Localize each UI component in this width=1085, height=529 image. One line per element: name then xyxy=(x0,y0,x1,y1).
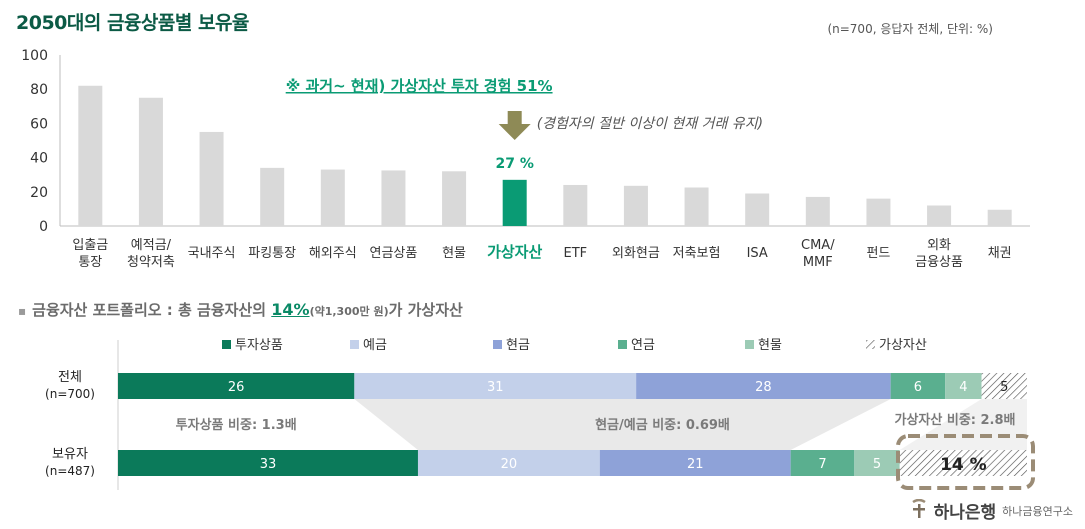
bar xyxy=(623,185,648,226)
bar xyxy=(78,85,103,226)
segment-label: 4 xyxy=(959,380,967,395)
bar xyxy=(927,205,952,226)
x-tick-label: 펀드 xyxy=(866,246,890,261)
bar xyxy=(260,167,285,226)
comparison-label: 가상자산 비중: 2.8배 xyxy=(895,412,1016,428)
logo-name: 하나은행 xyxy=(933,503,997,523)
x-tick-label: 외화현금 xyxy=(612,246,660,261)
bar xyxy=(320,169,345,226)
x-tick-label: 국내주식 xyxy=(188,246,236,261)
bar xyxy=(805,196,830,226)
x-tick-label: 가상자산 xyxy=(487,243,542,261)
bar xyxy=(381,170,406,226)
bar-segment xyxy=(354,373,637,399)
y-tick-label: 0 xyxy=(39,219,48,235)
bar-segment xyxy=(417,450,600,476)
legend-label: 투자상품 xyxy=(235,338,283,353)
bar xyxy=(563,184,588,226)
bar-segment xyxy=(899,450,1027,476)
y-tick-label: 20 xyxy=(30,185,48,201)
bar xyxy=(684,187,709,226)
annotation-text: ※ 과거~ 현재) 가상자산 투자 경험 51% xyxy=(286,77,553,95)
section-heading: ▪ 금융자산 포트폴리오 : 총 금융자산의 14%(약1,300만 원)가 가상… xyxy=(18,299,463,320)
section-bullet: ▪ xyxy=(18,304,27,318)
bar-segment xyxy=(118,373,355,399)
bar-segment xyxy=(854,450,900,476)
segment-label: 6 xyxy=(914,380,922,395)
bar xyxy=(138,97,163,226)
highlight-value-label: 14 % xyxy=(940,455,987,475)
x-tick-label: CMA/MMF xyxy=(801,238,835,270)
legend-swatch xyxy=(866,340,875,349)
x-tick-label: 외화 금융상품 xyxy=(915,238,963,270)
segment-label: 21 xyxy=(687,457,704,472)
row-label: 보유자 (n=487) xyxy=(45,447,95,478)
x-tick-label: ISA xyxy=(747,246,768,261)
holding-rate-bar-chart: 0 20 40 60 80 100 입출금 통장 예적금/청약저축 국내주식 파킹통장 해외주식 연금상… xyxy=(21,48,1030,270)
comparison-label: 현금/예금 비중: 0.69배 xyxy=(595,417,730,433)
x-tick-label: 채권 xyxy=(988,246,1012,261)
bar-segment xyxy=(636,373,891,399)
hana-logo: 하나은행 하나금융연구소 xyxy=(910,498,1073,523)
bar-segment xyxy=(118,450,418,476)
legend-label: 예금 xyxy=(363,338,387,353)
legend-label: 현물 xyxy=(758,338,782,353)
section-suffix: 가 가상자산 xyxy=(388,301,463,319)
segment-label: 31 xyxy=(487,380,504,395)
segment-label: 26 xyxy=(228,380,245,395)
highlight-value-label: 27 % xyxy=(495,156,533,172)
segment-label: 33 xyxy=(260,457,277,472)
sample-note: (n=700, 응답자 전체, 단위: %) xyxy=(827,22,993,36)
segment-label: 5 xyxy=(873,457,881,472)
segment-label: 7 xyxy=(818,457,826,472)
x-tick-label: ETF xyxy=(563,246,587,261)
segment-label: 20 xyxy=(501,457,518,472)
legend-label: 연금 xyxy=(631,338,655,353)
x-tick-label: 예적금/청약저축 xyxy=(127,238,175,270)
page-title: 2050대의 금융상품별 보유율 xyxy=(16,12,249,34)
down-arrow-icon xyxy=(498,111,531,140)
bar xyxy=(987,209,1012,226)
annotation-subtext: (경험자의 절반 이상이 현재 거래 유지) xyxy=(537,116,763,132)
legend-swatch xyxy=(745,340,754,349)
segment-label: 28 xyxy=(755,380,772,395)
legend-label: 가상자산 xyxy=(879,338,927,353)
bar-segment xyxy=(945,373,982,399)
legend-swatch xyxy=(493,340,502,349)
bar-segment xyxy=(890,373,946,399)
hana-logo-icon xyxy=(910,498,928,523)
x-tick-label: 저축보험 xyxy=(673,246,721,261)
section-amount: (약1,300만 원) xyxy=(309,305,389,318)
y-tick-label: 60 xyxy=(30,116,48,132)
bar xyxy=(745,193,770,226)
x-tick-label: 해외주식 xyxy=(309,246,357,261)
bar-segment xyxy=(599,450,791,476)
y-tick-label: 80 xyxy=(30,82,48,98)
bar xyxy=(442,171,467,226)
section-prefix: 금융자산 포트폴리오 : 총 금융자산의 xyxy=(32,301,272,319)
x-tick-label: 현물 xyxy=(442,246,466,261)
legend-swatch xyxy=(222,340,231,349)
y-tick-label: 40 xyxy=(30,151,48,167)
bar xyxy=(199,131,224,226)
legend-swatch xyxy=(618,340,627,349)
bar-segment xyxy=(981,373,1027,399)
x-tick-label: 파킹통장 xyxy=(248,246,296,261)
comparison-label: 투자상품 비중: 1.3배 xyxy=(176,417,297,433)
row-label: 전체 (n=700) xyxy=(45,370,95,401)
x-tick-label: 연금상품 xyxy=(370,246,418,261)
comparison-band xyxy=(354,399,891,450)
segment-label: 5 xyxy=(1000,380,1008,395)
highlight-box xyxy=(896,434,1035,490)
bar xyxy=(502,179,527,226)
section-highlight: 14% xyxy=(271,300,310,319)
legend-swatch xyxy=(350,340,359,349)
bar xyxy=(866,198,891,226)
bar-segment xyxy=(790,450,855,476)
logo-sub: 하나금융연구소 xyxy=(1002,504,1073,518)
legend-label: 현금 xyxy=(506,338,530,353)
y-tick-label: 100 xyxy=(21,48,48,64)
x-tick-label: 입출금 통장 xyxy=(72,238,108,270)
